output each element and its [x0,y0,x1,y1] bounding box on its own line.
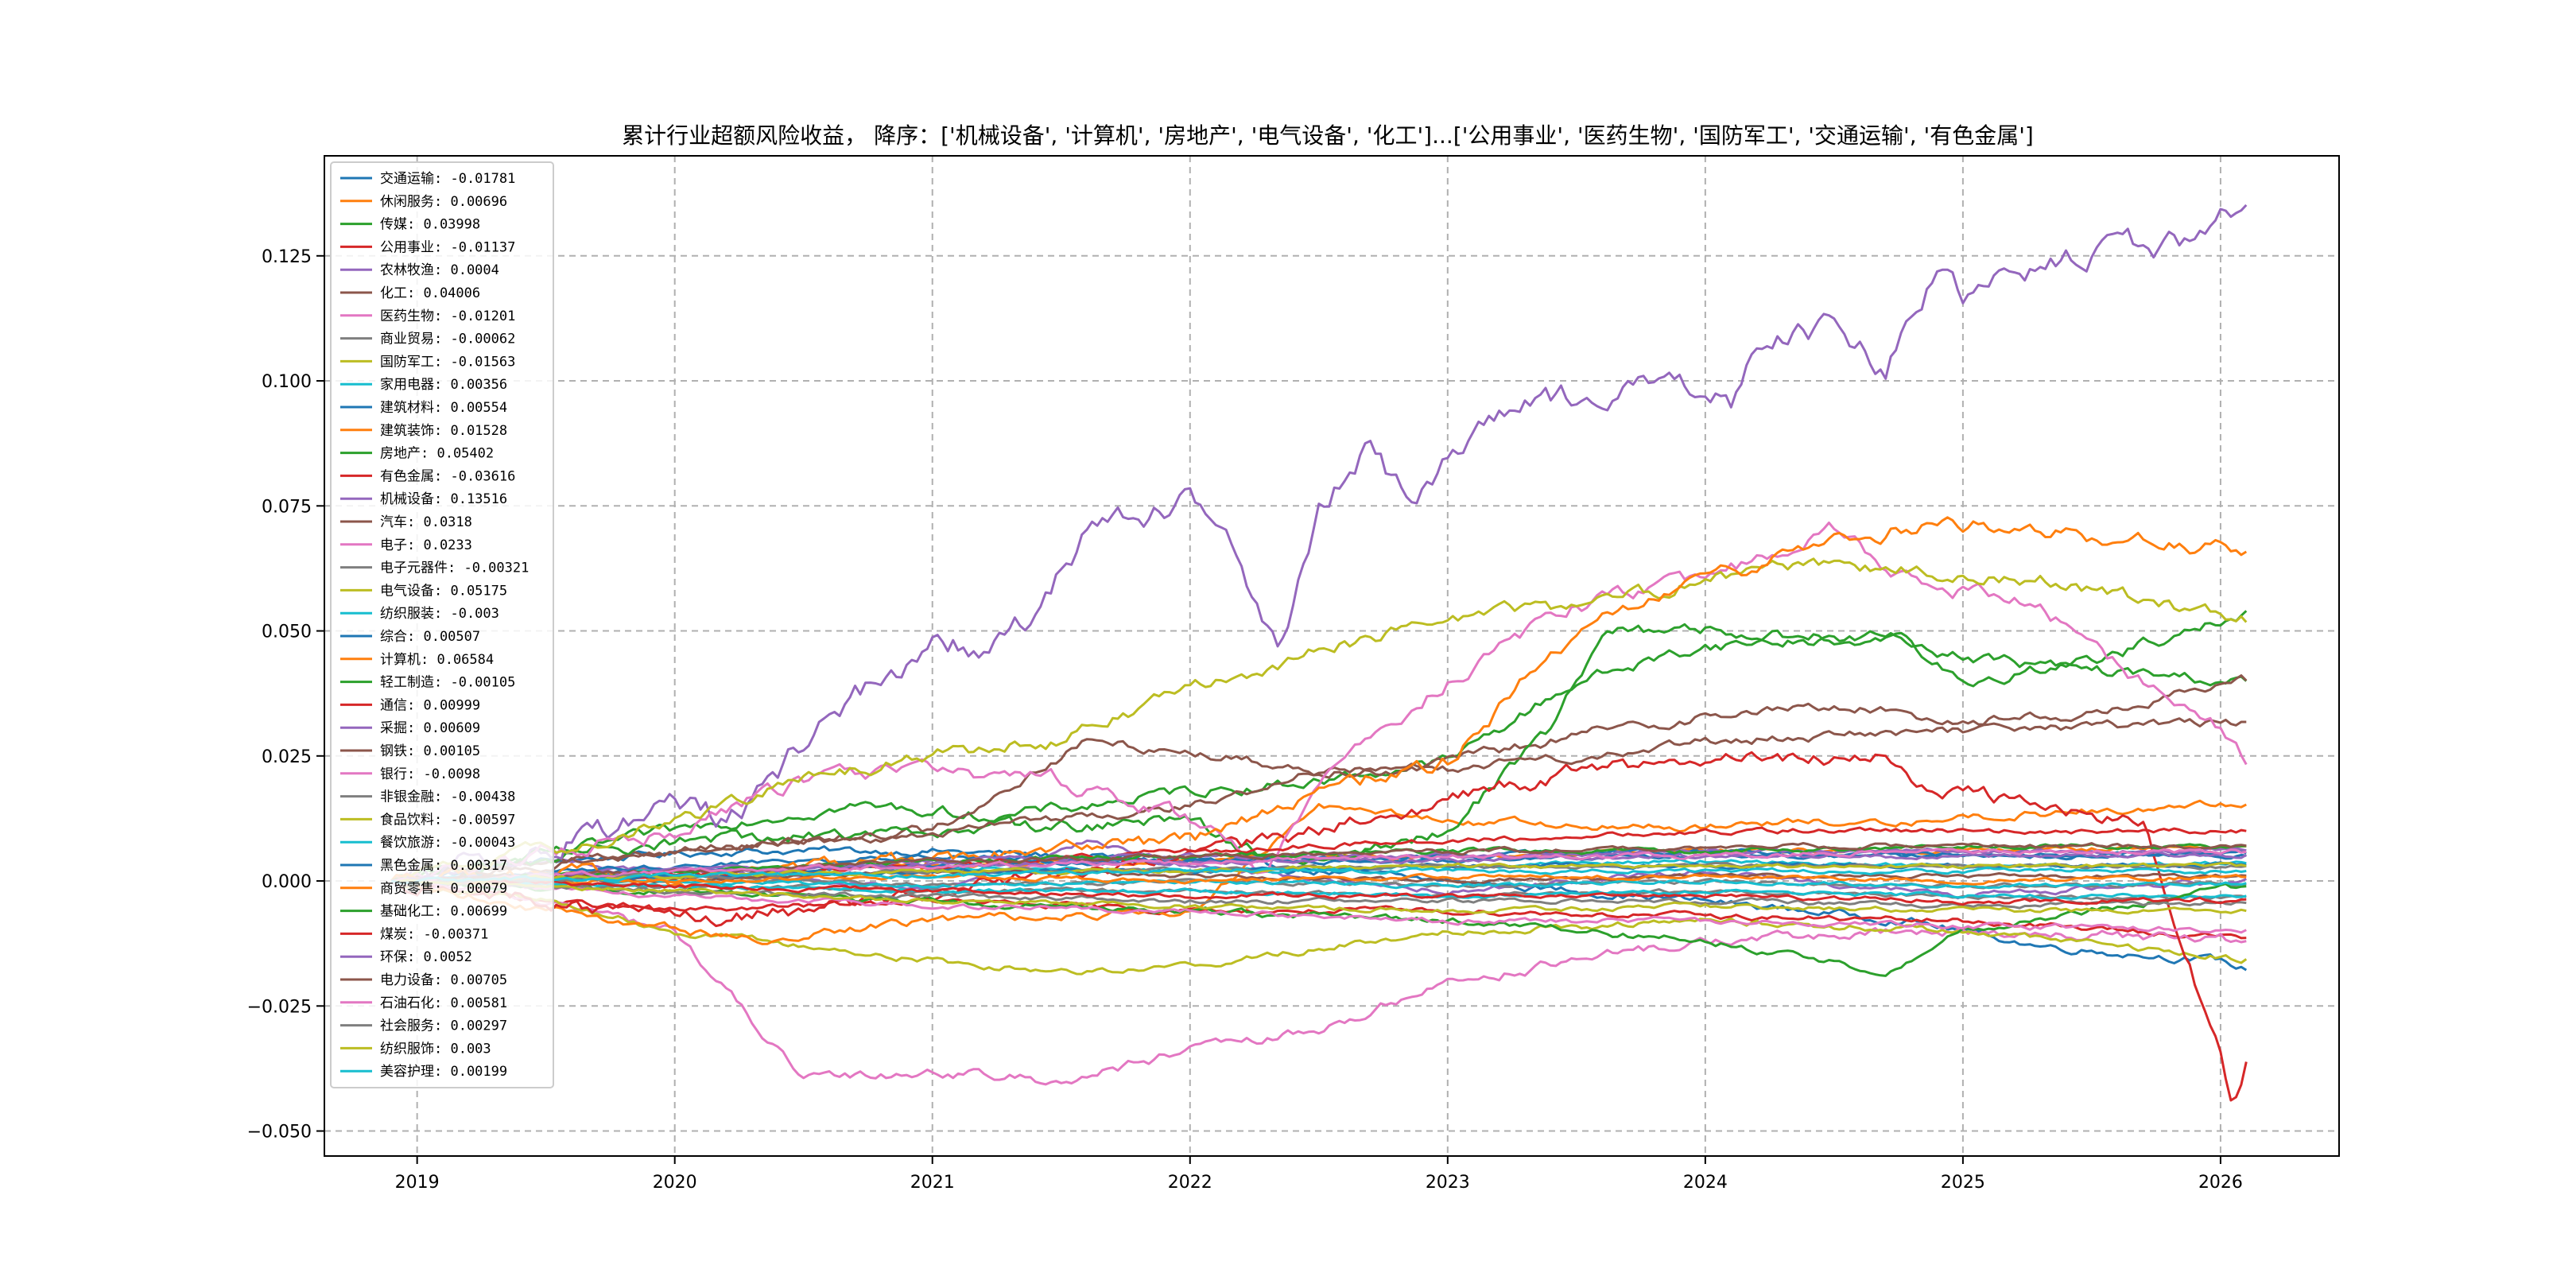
legend-entry: 公用事业: -0.01137 [380,239,515,255]
legend-entry: 计算机: 0.06584 [380,652,494,668]
legend-entry: 交通运输: -0.01781 [380,171,515,187]
y-tick-label: 0.025 [262,747,312,767]
series-line [390,522,2248,883]
y-tick-label: −0.050 [247,1123,312,1143]
series-line [391,799,2247,945]
legend-entry: 医药生物: -0.01201 [380,308,515,324]
legend-entry: 建筑材料: 0.00554 [380,400,507,416]
series-line [390,630,2248,883]
legend-entry: 化工: 0.04006 [380,285,480,301]
series-line [390,878,2247,906]
legend-entry: 家用电器: 0.00356 [380,377,507,393]
x-tick-label: 2019 [395,1173,440,1193]
legend-entry: 汽车: 0.0318 [380,514,472,530]
legend-entry: 采掘: 0.00609 [380,720,480,736]
legend-entry: 机械设备: 0.13516 [380,491,507,507]
legend-entry: 黑色金属: 0.00317 [380,858,507,874]
legend-entry: 煤炭: -0.00371 [380,926,488,942]
legend-entry: 通信: 0.00999 [380,697,480,713]
legend-entry: 银行: -0.0098 [380,766,480,782]
x-tick-label: 2023 [1426,1173,1470,1193]
x-tick-label: 2026 [2198,1173,2243,1193]
legend-entry: 社会服务: 0.00297 [380,1018,507,1034]
legend-entry: 餐饮旅游: -0.00043 [380,835,515,851]
legend-entry: 食品饮料: -0.00597 [380,812,515,828]
legend-entry: 商业贸易: -0.00062 [380,332,515,347]
legend-entry: 农林牧渔: 0.0004 [380,262,499,278]
series-line [390,204,2248,888]
chart-title: 累计行业超额风险收益， 降序：['机械设备', '计算机', '房地产', '电… [622,122,2034,149]
series-line [390,872,2247,886]
series-line [391,674,2248,883]
legend-entry: 电气设备: 0.05175 [380,583,507,599]
legend-entry: 电子: 0.0233 [380,537,472,553]
y-tick-label: 0.000 [262,872,312,892]
legend-entry: 电力设备: 0.00705 [380,972,507,988]
series-line [390,876,2247,977]
series-line [390,877,2247,934]
series-lines [390,204,2248,1102]
legend-entry: 基础化工: 0.00699 [380,904,507,920]
x-tick-label: 2024 [1683,1173,1728,1193]
series-line [390,879,2248,976]
series-line [391,848,2247,884]
x-axis: 2019 2020 2021 2022 2023 2024 2025 2026 [395,1156,2243,1193]
legend-entry: 纺织服装: -0.003 [380,606,499,622]
legend: 交通运输: -0.01781 休闲服务: 0.00696 传媒: 0.03998 公用… [330,161,554,1088]
legend-entry: 非银金融: -0.00438 [380,789,515,805]
x-tick-label: 2025 [1941,1173,1985,1193]
series-line [391,878,2247,915]
x-tick-label: 2021 [910,1173,955,1193]
legend-entry: 休闲服务: 0.00696 [380,194,507,210]
legend-entry: 钢铁: 0.00105 [380,743,480,759]
x-tick-label: 2020 [653,1173,697,1193]
series-line [390,866,2247,885]
legend-entry: 轻工制造: -0.00105 [380,675,515,691]
legend-entry: 美容护理: 0.00199 [380,1064,507,1080]
legend-entry: 商贸零售: 0.00079 [380,881,507,897]
y-axis: −0.050 −0.025 0.000 0.025 0.050 0.075 0.100 0.1… [247,247,324,1143]
series-line [391,868,2247,885]
legend-box [330,161,554,1088]
plot-frame [324,155,2340,1157]
y-tick-label: 0.100 [262,372,312,392]
legend-entry: 综合: 0.00507 [380,629,480,645]
y-tick-label: 0.125 [262,247,312,267]
series-line [390,717,2247,887]
x-tick-label: 2022 [1168,1173,1212,1193]
series-line [390,751,2248,1102]
legend-entry: 纺织服饰: 0.003 [380,1041,491,1057]
legend-entry: 传媒: 0.03998 [380,217,480,233]
legend-entry: 房地产: 0.05402 [380,446,494,462]
series-line [391,557,2248,883]
legend-entry: 电子元器件: -0.00321 [380,561,529,576]
series-line [390,842,2247,886]
legend-entry: 建筑装饰: 0.01528 [380,423,507,439]
legend-entry: 环保: 0.0052 [380,949,472,965]
y-tick-label: 0.075 [262,497,312,517]
y-tick-label: 0.050 [262,623,312,642]
legend-entry: 有色金属: -0.03616 [380,468,515,484]
y-tick-label: −0.025 [247,997,312,1017]
legend-entry: 国防军工: -0.01563 [380,354,515,370]
legend-entry: 石油石化: 0.00581 [380,995,507,1011]
